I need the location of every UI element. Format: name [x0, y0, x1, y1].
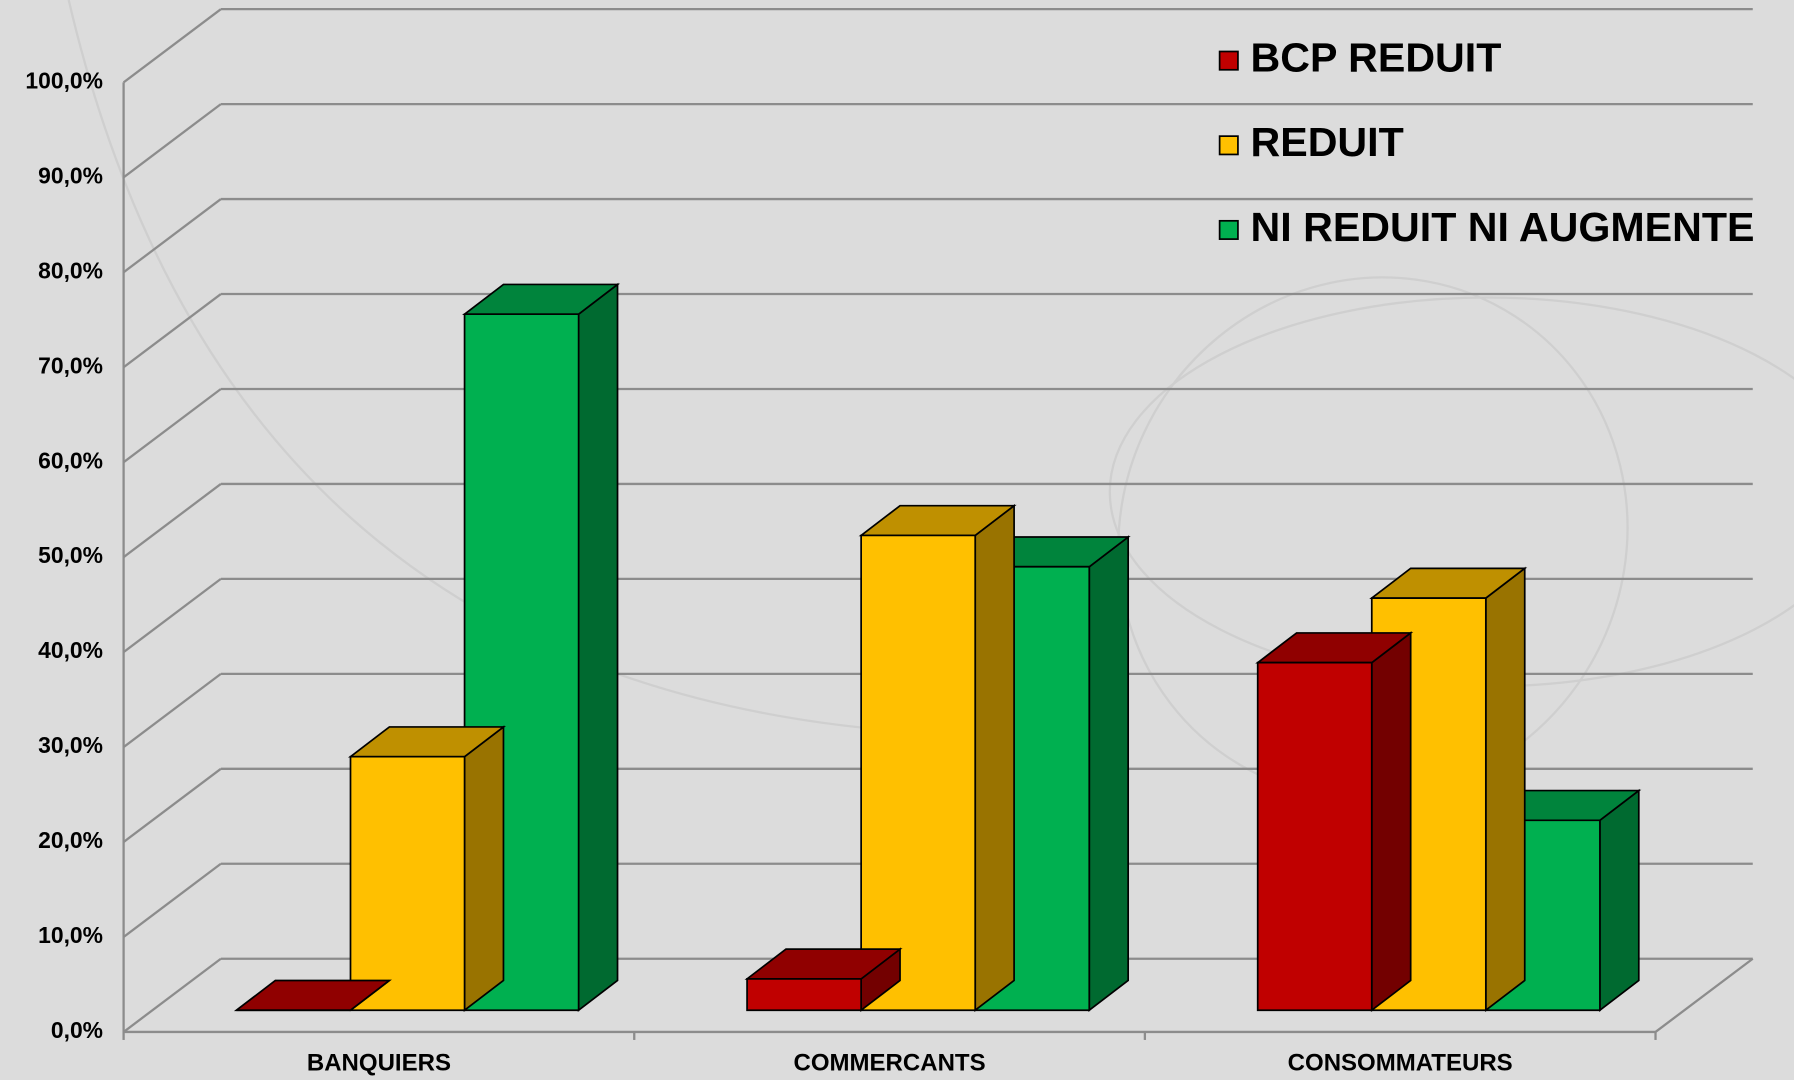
- grid-line-side: [122, 862, 222, 938]
- grid-line-side: [122, 767, 222, 843]
- bar-front: [746, 978, 862, 1012]
- grid-line-side: [122, 388, 222, 464]
- bar-side: [974, 503, 1015, 1012]
- grid-line-side: [122, 672, 222, 748]
- grid-line-side: [122, 483, 222, 559]
- bar: [858, 503, 1017, 1012]
- legend-swatch: [1218, 135, 1239, 156]
- y-tick-label: 40,0%: [38, 637, 103, 663]
- y-tick-label: 10,0%: [38, 922, 103, 948]
- bar: [233, 979, 392, 1012]
- bar-side: [577, 282, 619, 1012]
- x-tick-label: BANQUIERS: [307, 1049, 451, 1076]
- floor-edge: [1654, 957, 1754, 1033]
- y-tick-label: 50,0%: [38, 542, 103, 568]
- grid-line-side: [122, 8, 222, 84]
- y-tick-label: 80,0%: [38, 257, 103, 283]
- grid-line-side: [122, 957, 222, 1033]
- bar-side: [1088, 535, 1130, 1012]
- swirl: [1117, 276, 1629, 800]
- bar: [1255, 631, 1414, 1012]
- y-tick-label: 0,0%: [51, 1017, 103, 1043]
- y-tick-label: 100,0%: [25, 67, 103, 93]
- x-tick-label: CONSOMMATEURS: [1288, 1049, 1513, 1076]
- swirl: [67, 0, 916, 734]
- bar-side: [1484, 566, 1526, 1012]
- grid-line-side: [122, 198, 222, 274]
- grid-line-side: [122, 103, 222, 179]
- grid-line-side: [122, 577, 222, 654]
- bar-side: [463, 725, 505, 1012]
- bar: [347, 725, 506, 1012]
- grid-line-side: [122, 293, 222, 369]
- y-tick-label: 60,0%: [38, 447, 103, 473]
- bar: [744, 947, 903, 1012]
- legend-label: REDUIT: [1251, 119, 1404, 165]
- legend-label: NI REDUIT NI AUGMENTE: [1251, 204, 1755, 250]
- x-tick-label: COMMERCANTS: [794, 1049, 986, 1076]
- legend-label: BCP REDUIT: [1251, 35, 1502, 81]
- legend-swatch: [1218, 50, 1239, 71]
- bar-front: [349, 755, 466, 1012]
- legend-swatch: [1218, 219, 1239, 240]
- bar-front: [860, 534, 977, 1012]
- y-tick-label: 70,0%: [38, 352, 103, 378]
- y-tick-label: 90,0%: [38, 162, 103, 188]
- y-tick-label: 20,0%: [38, 827, 103, 853]
- bar-side: [1370, 631, 1412, 1012]
- bar-side: [1599, 788, 1640, 1012]
- bar-front: [1256, 661, 1373, 1012]
- y-tick-label: 30,0%: [38, 732, 103, 758]
